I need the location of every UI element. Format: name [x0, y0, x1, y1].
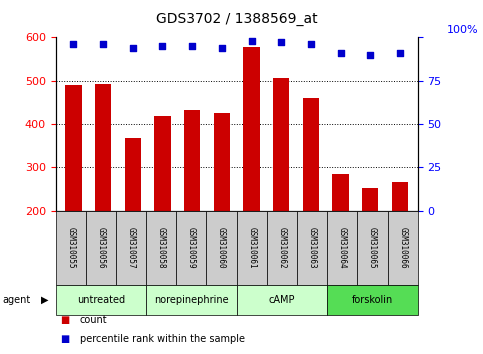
- Text: GSM310060: GSM310060: [217, 227, 226, 269]
- Text: agent: agent: [2, 295, 30, 305]
- Point: [188, 43, 196, 48]
- Point: [277, 40, 285, 45]
- Text: ■: ■: [60, 333, 70, 344]
- Text: GSM310064: GSM310064: [338, 227, 347, 269]
- Text: GSM310055: GSM310055: [66, 227, 75, 269]
- Text: untreated: untreated: [77, 295, 125, 305]
- Text: GSM310065: GSM310065: [368, 227, 377, 269]
- Text: count: count: [80, 315, 107, 325]
- Text: GSM310066: GSM310066: [398, 227, 407, 269]
- Bar: [362, 188, 379, 297]
- Bar: [273, 78, 289, 297]
- Text: GSM310058: GSM310058: [156, 227, 166, 269]
- Text: 100%: 100%: [447, 25, 478, 35]
- Point: [396, 50, 404, 56]
- Point: [307, 41, 315, 47]
- Bar: [154, 116, 170, 297]
- Bar: [332, 174, 349, 297]
- Text: ▶: ▶: [41, 295, 49, 305]
- Bar: [392, 182, 408, 297]
- Text: norepinephrine: norepinephrine: [154, 295, 229, 305]
- Point: [129, 45, 137, 50]
- Bar: [243, 47, 260, 297]
- Bar: [184, 110, 200, 297]
- Point: [248, 38, 256, 44]
- Text: forskolin: forskolin: [352, 295, 393, 305]
- Point: [337, 50, 344, 56]
- Text: ■: ■: [60, 315, 70, 325]
- Bar: [95, 85, 111, 297]
- Point: [367, 52, 374, 57]
- Bar: [65, 85, 82, 297]
- Point: [70, 41, 77, 47]
- Point: [158, 43, 166, 48]
- Text: GSM310061: GSM310061: [247, 227, 256, 269]
- Text: GSM310057: GSM310057: [127, 227, 136, 269]
- Text: cAMP: cAMP: [269, 295, 295, 305]
- Point: [218, 45, 226, 50]
- Bar: [213, 114, 230, 297]
- Text: percentile rank within the sample: percentile rank within the sample: [80, 333, 245, 344]
- Point: [99, 41, 107, 47]
- Text: GSM310056: GSM310056: [96, 227, 105, 269]
- Text: GSM310063: GSM310063: [308, 227, 317, 269]
- Text: GDS3702 / 1388569_at: GDS3702 / 1388569_at: [156, 12, 317, 27]
- Text: GSM310059: GSM310059: [187, 227, 196, 269]
- Bar: [303, 98, 319, 297]
- Bar: [125, 138, 141, 297]
- Text: GSM310062: GSM310062: [277, 227, 286, 269]
